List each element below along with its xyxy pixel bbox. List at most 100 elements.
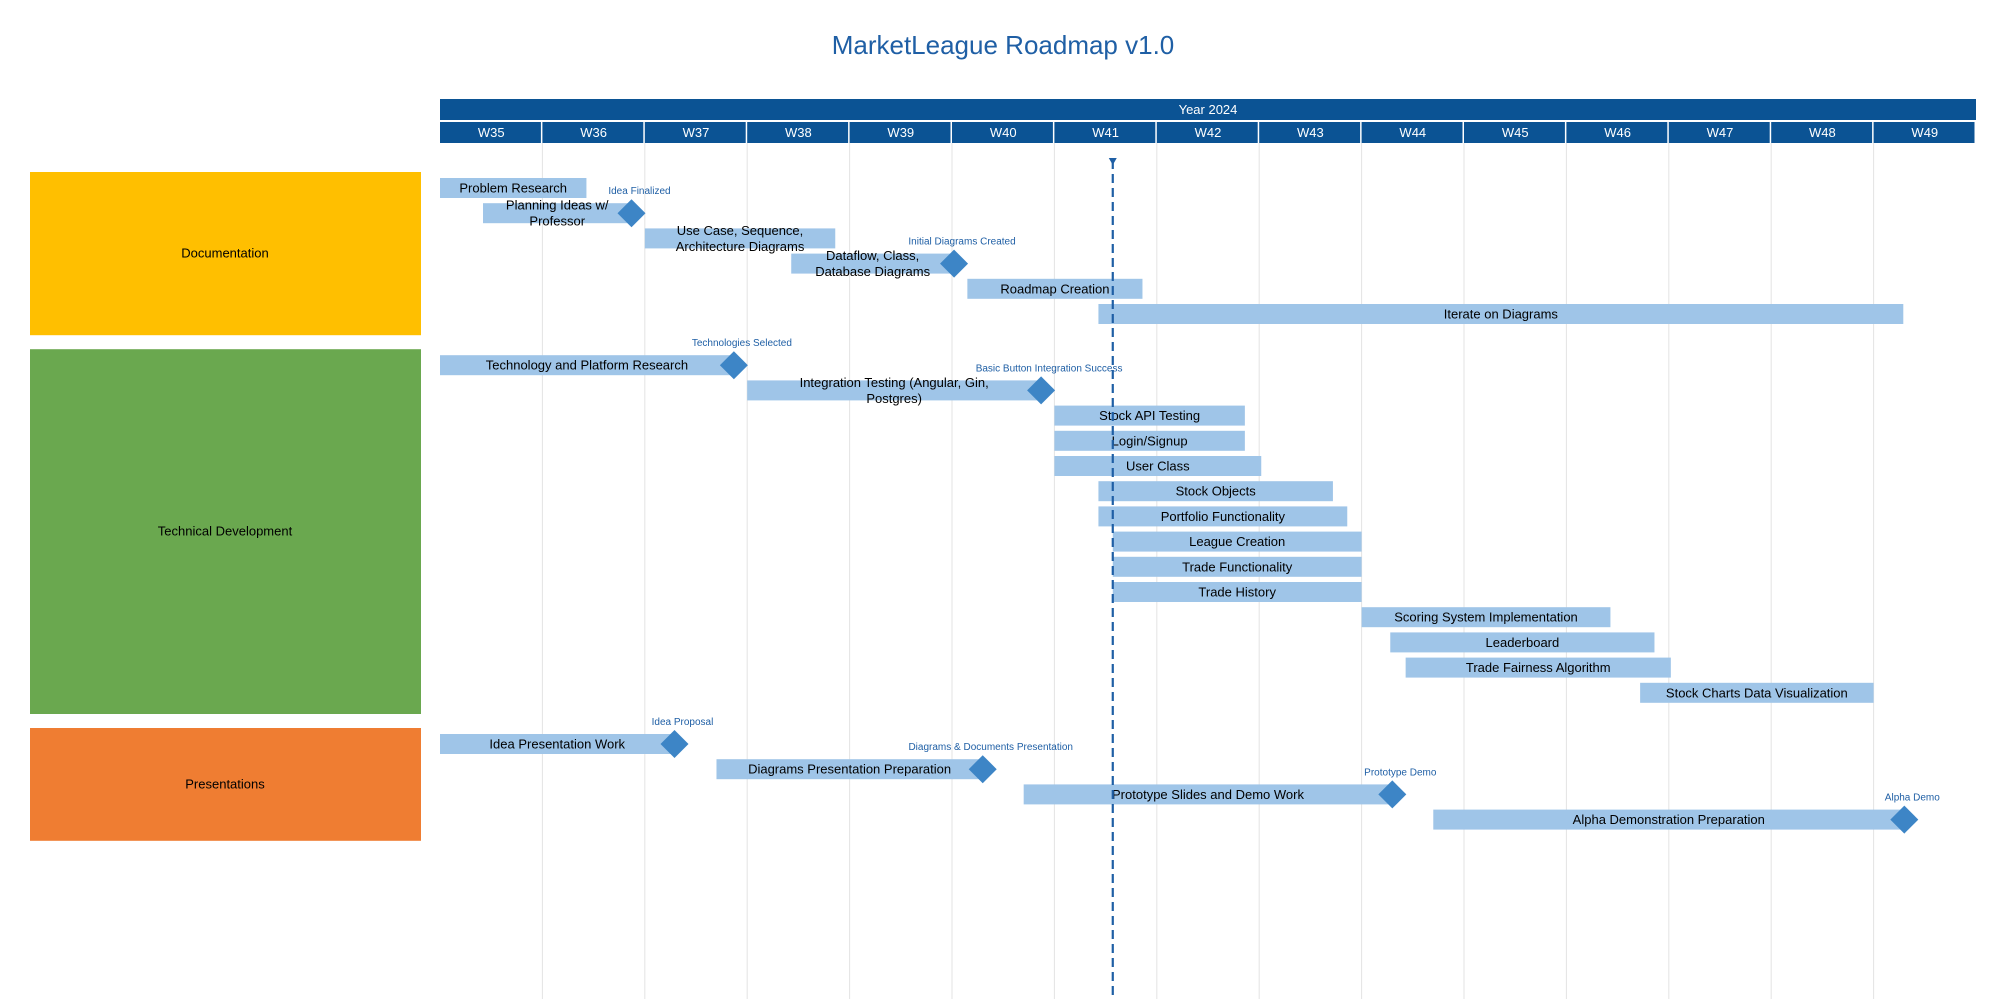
- task-bar: [747, 380, 1042, 401]
- week-header-cell: [952, 122, 1053, 143]
- milestone-diamond: [1378, 780, 1407, 809]
- task-label: Portfolio Functionality: [1161, 509, 1286, 524]
- task-label-line: Dataflow, Class,: [826, 248, 919, 263]
- task-bar: [644, 228, 836, 249]
- week-header-cell: [542, 122, 644, 143]
- week-header-cell: [849, 122, 951, 143]
- week-tick-label: W39: [887, 125, 914, 140]
- task-label-line: Idea Presentation Work: [489, 737, 625, 752]
- task-label-line: Roadmap Creation: [1000, 281, 1109, 296]
- milestone-diamond: [617, 199, 646, 228]
- task-label-line: Trade Fairness Algorithm: [1466, 660, 1611, 675]
- task-label: Idea Presentation Work: [489, 737, 625, 752]
- task-label: Alpha Demonstration Preparation: [1573, 812, 1765, 827]
- group-label: Documentation: [181, 246, 268, 261]
- task-bar: [1054, 405, 1245, 426]
- week-tick-label: W49: [1911, 125, 1938, 140]
- task-bar: [1112, 556, 1362, 577]
- task-label: Problem Research: [459, 181, 567, 196]
- milestone-label: Technologies Selected: [692, 338, 792, 349]
- task-bar: [1054, 456, 1262, 476]
- task-label: Trade Functionality: [1182, 559, 1293, 574]
- group-block: [30, 728, 421, 841]
- group-label: Presentations: [185, 776, 265, 791]
- milestone-label: Idea Proposal: [652, 717, 714, 728]
- week-tick-label: W35: [478, 125, 505, 140]
- task-label: Stock Objects: [1176, 484, 1257, 499]
- task-label-line: Trade Functionality: [1182, 559, 1293, 574]
- task-label-line: Architecture Diagrams: [676, 239, 805, 254]
- week-tick-label: W46: [1604, 125, 1631, 140]
- task-label: Stock Charts Data Visualization: [1666, 685, 1848, 700]
- milestone-diamond: [1027, 376, 1056, 405]
- task-label: Trade History: [1198, 585, 1276, 600]
- task-label-line: Diagrams Presentation Preparation: [748, 762, 951, 777]
- task-label: Roadmap Creation: [1000, 281, 1109, 296]
- week-header-cell: [1771, 122, 1873, 143]
- task-label: Trade Fairness Algorithm: [1466, 660, 1611, 675]
- task-label-line: Stock API Testing: [1099, 408, 1200, 423]
- task-bar: [791, 253, 955, 274]
- milestone-label: Diagrams & Documents Presentation: [908, 742, 1073, 753]
- week-tick-label: W38: [785, 125, 812, 140]
- task-label: Leaderboard: [1486, 635, 1560, 650]
- week-tick-label: W37: [683, 125, 710, 140]
- week-header-cell: [440, 122, 541, 143]
- task-bar: [1640, 682, 1874, 703]
- task-label: User Class: [1126, 459, 1190, 474]
- task-label-line: Professor: [529, 214, 585, 229]
- task-bar: [1098, 506, 1348, 527]
- task-label-line: Iterate on Diagrams: [1444, 307, 1559, 322]
- task-label: League Creation: [1189, 534, 1285, 549]
- week-header-cell: [1464, 122, 1565, 143]
- milestone-diamond: [968, 755, 997, 784]
- task-label-line: Prototype Slides and Demo Work: [1112, 787, 1304, 802]
- task-label-line: User Class: [1126, 459, 1190, 474]
- task-label: Use Case, Sequence, Architecture Diagrams: [676, 223, 805, 254]
- task-label: Stock API Testing: [1099, 408, 1200, 423]
- task-bars: Problem Research Planning Ideas w/Profess…: [440, 178, 1940, 834]
- task-label-line: Technology and Platform Research: [486, 358, 688, 373]
- task-label-line: Leaderboard: [1486, 635, 1560, 650]
- task-label-line: Database Diagrams: [815, 264, 930, 279]
- timeline-header: Year 2024 W35 W36 W37 W38 W39 W40 W41 W42 W43 W44…: [440, 99, 1976, 143]
- week-header-cell: [1259, 122, 1361, 143]
- task-label: Iterate on Diagrams: [1444, 307, 1559, 322]
- task-label-line: Planning Ideas w/: [506, 198, 609, 213]
- milestone-label: Initial Diagrams Created: [908, 237, 1015, 248]
- task-label: Integration Testing (Angular, Gin, Postgr…: [800, 375, 989, 406]
- week-header-cell: [1361, 122, 1463, 143]
- week-tick-label: W44: [1399, 125, 1426, 140]
- task-bar: [967, 278, 1143, 299]
- task-bar: [1054, 430, 1245, 451]
- task-label: Technology and Platform Research: [486, 358, 688, 373]
- week-header-cell: [644, 122, 746, 143]
- week-header-cell: [747, 122, 849, 143]
- chart-title: MarketLeague Roadmap v1.0: [832, 30, 1175, 60]
- task-label: Planning Ideas w/Professor: [506, 198, 609, 229]
- week-tick-label: W43: [1297, 125, 1324, 140]
- task-bar: [440, 178, 587, 198]
- task-label-line: League Creation: [1189, 534, 1285, 549]
- task-bar: [1023, 784, 1393, 805]
- milestone-diamond: [940, 249, 969, 278]
- task-bar: [1361, 607, 1611, 628]
- week-header-cell: [1566, 122, 1668, 143]
- week-header-cell: [1156, 122, 1258, 143]
- week-header-cell: [1873, 122, 1975, 143]
- task-bar: [1405, 657, 1671, 678]
- week-tick-label: W42: [1195, 125, 1222, 140]
- week-tick-label: W41: [1092, 125, 1119, 140]
- task-label-line: Scoring System Implementation: [1394, 610, 1578, 625]
- task-bar: [440, 734, 675, 754]
- task-bar: [483, 203, 632, 224]
- milestone-diamond: [1890, 805, 1919, 834]
- task-label-line: Alpha Demonstration Preparation: [1573, 812, 1765, 827]
- task-bar: [440, 355, 734, 376]
- task-label: Prototype Slides and Demo Work: [1112, 787, 1304, 802]
- week-header-cell: [1668, 122, 1770, 143]
- week-tick-label: W36: [580, 125, 607, 140]
- task-label-line: Portfolio Functionality: [1161, 509, 1286, 524]
- task-bar: [1433, 809, 1905, 830]
- task-bar: [1112, 531, 1362, 552]
